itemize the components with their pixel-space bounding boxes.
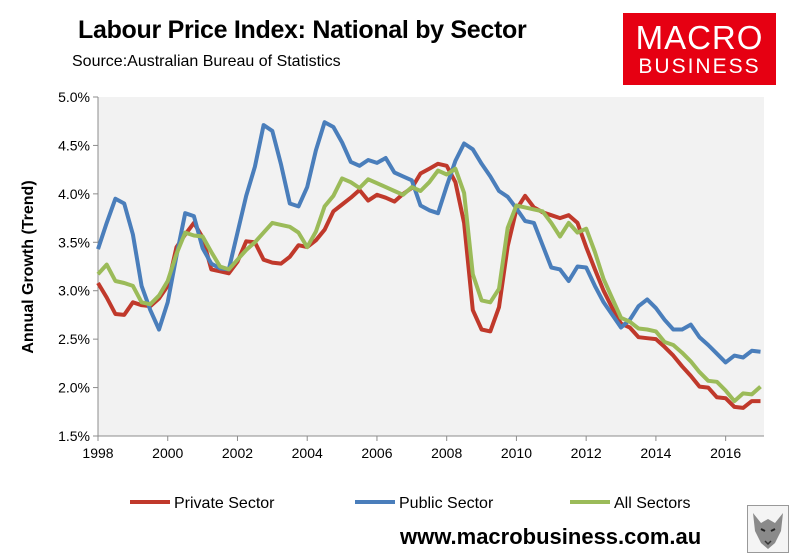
series-line-all-sectors: [96, 166, 762, 404]
macrobusiness-logo: MACRO BUSINESS: [623, 13, 776, 85]
x-tick-label: 1998: [82, 445, 113, 461]
y-tick-label: 5.0%: [58, 89, 90, 105]
y-tick-label: 3.5%: [58, 234, 90, 250]
y-tick-label: 1.5%: [58, 428, 90, 444]
x-tick-label: 2016: [710, 445, 741, 461]
x-axis: 1998 2000 2002 2004 2006 2008 2010 2012 2014 2016: [82, 436, 741, 461]
chart-subtitle: Source:Australian Bureau of Statistics: [72, 53, 341, 70]
series-lines: [96, 120, 762, 410]
series-line-public-sector: [96, 120, 761, 365]
x-tick-label: 2006: [361, 445, 392, 461]
y-tick-label: 4.5%: [58, 137, 90, 153]
x-tick-label: 2004: [292, 445, 323, 461]
logo-line-2: BUSINESS: [638, 55, 761, 78]
x-tick-label: 2000: [152, 445, 183, 461]
x-tick-label: 2002: [222, 445, 253, 461]
x-tick-label: 2008: [431, 445, 462, 461]
logo-line-1: MACRO: [635, 19, 764, 56]
x-tick-label: 2012: [571, 445, 602, 461]
legend-label-private-sector: Private Sector: [174, 495, 275, 512]
legend-label-public-sector: Public Sector: [399, 495, 494, 512]
legend: Private Sector Public Sector All Sectors: [130, 495, 690, 512]
wolf-logo-icon: [747, 505, 789, 553]
y-tick-label: 4.0%: [58, 186, 90, 202]
x-tick-label: 2010: [501, 445, 532, 461]
y-tick-label: 3.0%: [58, 283, 90, 299]
chart-title: Labour Price Index: National by Sector: [78, 16, 527, 44]
site-url: www.macrobusiness.com.au: [400, 524, 702, 549]
y-tick-label: 2.5%: [58, 331, 90, 347]
plot-area: [98, 97, 764, 436]
y-axis-label: Annual Growth (Trend): [20, 180, 37, 353]
x-tick-label: 2014: [640, 445, 671, 461]
y-tick-label: 2.0%: [58, 380, 90, 396]
legend-label-all-sectors: All Sectors: [614, 495, 690, 512]
y-axis: 1.5% 2.0% 2.5% 3.0% 3.5% 4.0% 4.5% 5.0%: [58, 89, 98, 444]
